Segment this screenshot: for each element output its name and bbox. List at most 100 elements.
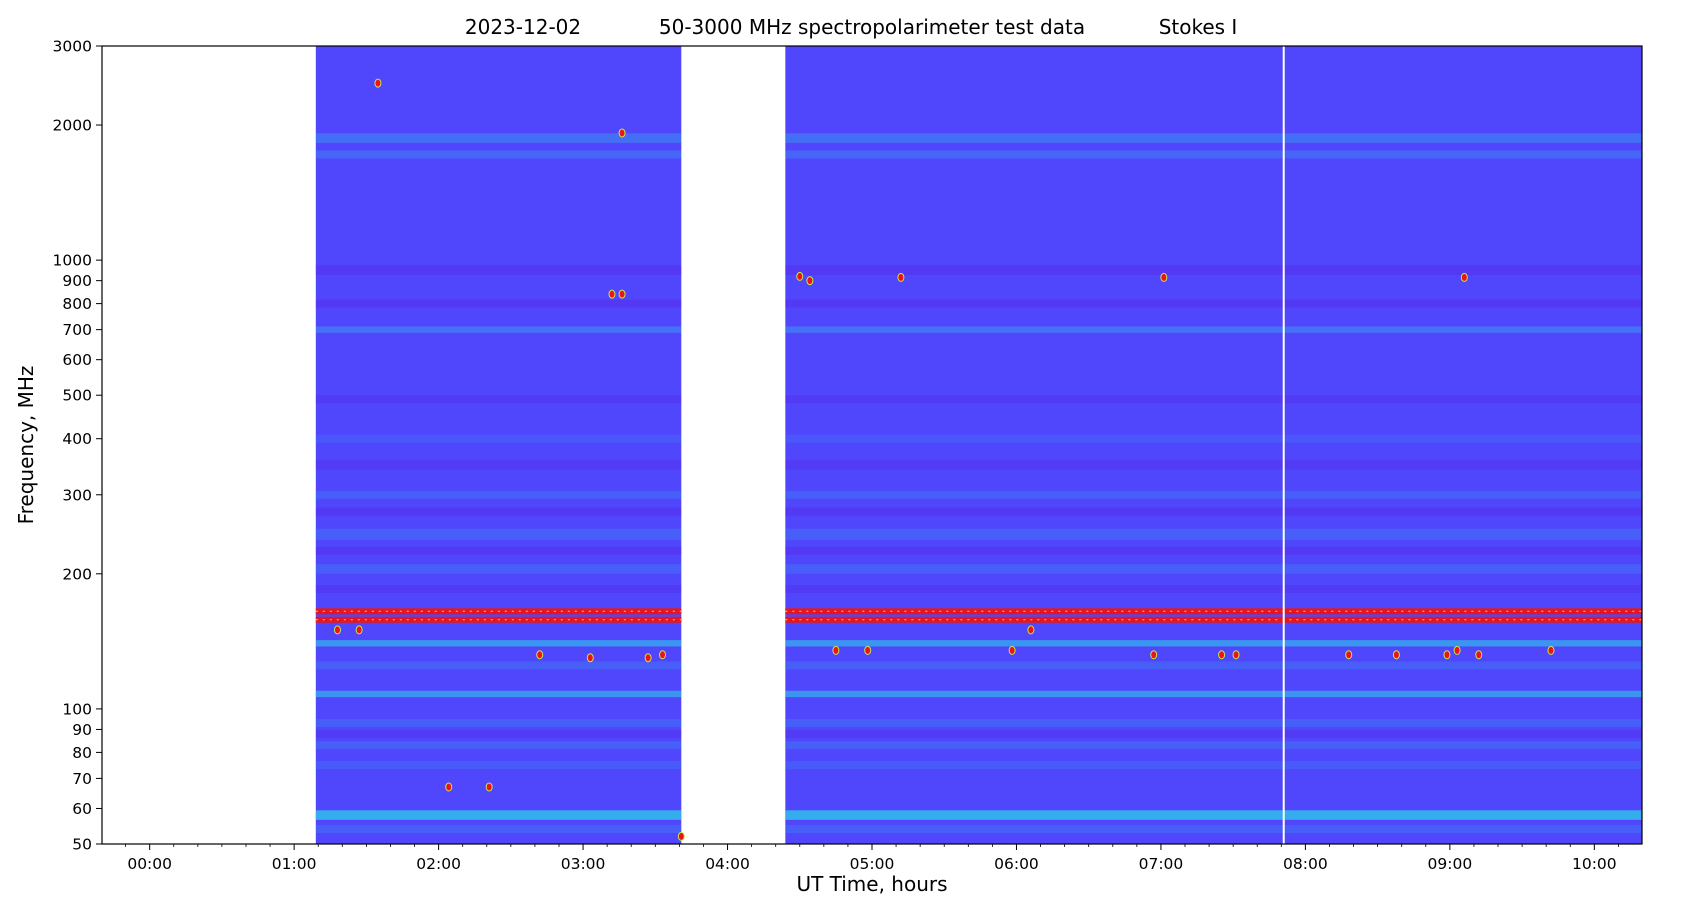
spectral-band xyxy=(315,507,682,516)
x-tick-label: 10:00 xyxy=(1572,855,1617,873)
spectral-band xyxy=(785,459,1642,470)
spectral-band xyxy=(315,265,682,275)
hot-spot xyxy=(1460,272,1468,282)
spectral-band xyxy=(315,546,682,555)
spectral-band xyxy=(785,719,1642,728)
spectral-band xyxy=(785,760,1642,769)
y-tick-label: 60 xyxy=(72,800,92,818)
hot-spot xyxy=(333,625,341,635)
spectral-band xyxy=(315,150,682,159)
hot-spot xyxy=(1547,645,1555,655)
spectral-band xyxy=(315,661,682,670)
spectral-band xyxy=(315,729,682,738)
x-axis: 00:00 01:00 02:00 03:00 04:00 05:00 06:00 07:00… xyxy=(125,844,1619,873)
y-tick-label: 2000 xyxy=(53,117,92,135)
y-tick-label: 80 xyxy=(72,744,92,762)
hot-spot xyxy=(796,271,804,281)
hot-spot xyxy=(1160,272,1168,282)
hot-spot xyxy=(374,78,382,88)
spectral-band xyxy=(785,661,1642,670)
hot-spot xyxy=(586,653,594,663)
hot-spot xyxy=(1345,650,1353,660)
spectral-band xyxy=(315,459,682,470)
spectral-band xyxy=(785,640,1642,647)
spectral-band xyxy=(785,585,1642,593)
y-tick-label: 500 xyxy=(62,387,92,405)
spectral-band xyxy=(785,490,1642,499)
spectral-band xyxy=(315,585,682,593)
spectral-band xyxy=(785,150,1642,159)
hot-spot xyxy=(644,653,652,663)
spectral-band xyxy=(315,810,682,820)
hot-spot xyxy=(1027,625,1035,635)
title-date: 2023-12-02 xyxy=(465,15,581,39)
hot-spot xyxy=(1218,650,1226,660)
spectral-band xyxy=(785,434,1642,443)
y-tick-label: 1000 xyxy=(53,252,92,270)
spectral-band xyxy=(315,326,682,333)
spectral-band xyxy=(315,434,682,443)
spectral-band xyxy=(785,564,1642,574)
y-tick-label: 900 xyxy=(62,272,92,290)
spectral-band xyxy=(785,741,1642,750)
hot-spot xyxy=(355,625,363,635)
data-segment xyxy=(785,46,1642,844)
x-tick-label: 06:00 xyxy=(994,855,1039,873)
y-tick-label: 70 xyxy=(72,770,92,788)
spectral-band xyxy=(315,395,682,404)
spectral-band xyxy=(315,690,682,698)
hot-spot xyxy=(659,650,667,660)
hot-spot xyxy=(608,289,616,299)
spectral-band xyxy=(315,528,682,540)
y-tick-label: 600 xyxy=(62,351,92,369)
heatmap-area xyxy=(315,46,1642,844)
spectral-band xyxy=(785,507,1642,516)
spectral-band xyxy=(315,564,682,574)
x-tick-label: 07:00 xyxy=(1139,855,1184,873)
hot-spot xyxy=(677,831,685,841)
hot-spot xyxy=(485,782,493,792)
y-tick-label: 800 xyxy=(62,295,92,313)
y-tick-label: 3000 xyxy=(53,38,92,56)
y-tick-label: 100 xyxy=(62,700,92,718)
x-tick-label: 02:00 xyxy=(416,855,461,873)
segment-background xyxy=(315,46,682,844)
spectral-band xyxy=(315,741,682,750)
y-tick-label: 300 xyxy=(62,486,92,504)
x-tick-label: 03:00 xyxy=(561,855,606,873)
spectral-band xyxy=(785,825,1642,833)
x-tick-label: 04:00 xyxy=(705,855,750,873)
spectral-band xyxy=(315,640,682,647)
spectral-band xyxy=(315,133,682,143)
x-axis-label: UT Time, hours xyxy=(796,872,947,896)
spectral-band xyxy=(785,265,1642,275)
hot-spot xyxy=(1392,650,1400,660)
x-tick-label: 00:00 xyxy=(127,855,172,873)
spectral-band xyxy=(315,299,682,308)
hot-spot xyxy=(1008,645,1016,655)
spectral-band xyxy=(785,133,1642,143)
y-tick-label: 200 xyxy=(62,565,92,583)
hot-spot xyxy=(806,276,814,286)
y-axis: 50 60 70 80 90 100 200 300 400 500 600 700 800 900 100… xyxy=(53,38,102,854)
title-parameter: Stokes I xyxy=(1159,15,1238,39)
x-tick-label: 09:00 xyxy=(1428,855,1473,873)
hot-spot xyxy=(536,650,544,660)
spectral-band xyxy=(315,760,682,769)
hot-spot xyxy=(832,645,840,655)
spectral-band xyxy=(785,810,1642,820)
spectral-band xyxy=(315,825,682,833)
hot-spot xyxy=(1232,650,1240,660)
y-tick-label: 90 xyxy=(72,721,92,739)
hot-spot xyxy=(864,645,872,655)
hot-spot xyxy=(897,272,905,282)
x-tick-label: 08:00 xyxy=(1283,855,1328,873)
hot-spot xyxy=(445,782,453,792)
hot-spot xyxy=(1453,645,1461,655)
spectral-band xyxy=(785,729,1642,738)
spectral-band xyxy=(315,719,682,728)
spectral-band xyxy=(785,326,1642,333)
spectral-band xyxy=(785,528,1642,540)
hot-spot xyxy=(1443,650,1451,660)
